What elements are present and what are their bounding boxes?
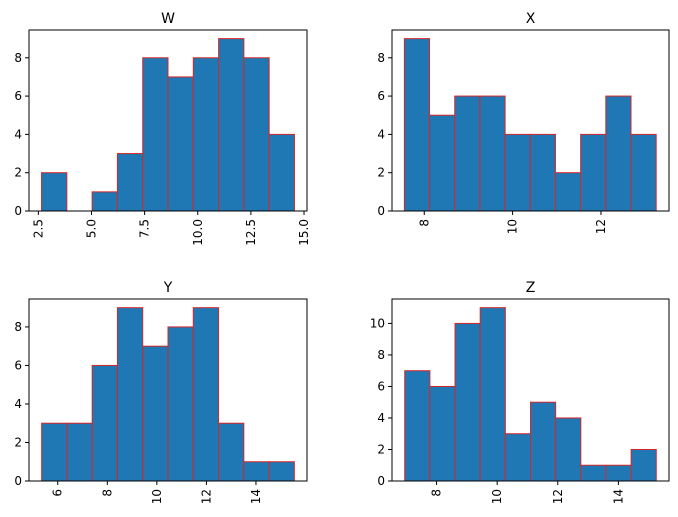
histogram-bar: [429, 114, 456, 212]
histogram-bar: [454, 322, 481, 482]
x-tick-label: 7.5: [138, 219, 152, 238]
histogram-bar: [167, 326, 194, 482]
subplot-title-w: W: [161, 11, 175, 27]
histogram-bar: [41, 172, 68, 212]
x-tick-label: 5.0: [84, 219, 98, 238]
y-tick-label: 0: [14, 474, 22, 488]
y-tick-label: 8: [377, 348, 385, 362]
histogram-bar: [605, 95, 632, 212]
histogram-bar: [429, 385, 456, 482]
x-tick-label: 10: [150, 489, 164, 504]
y-tick-label: 4: [14, 397, 22, 411]
y-tick-label: 4: [377, 127, 385, 141]
subplot-x: X 0 2 4 6 8 8 10 12: [377, 11, 670, 234]
histogram-bar: [192, 307, 220, 482]
histogram-bar: [479, 307, 506, 482]
y-tick-label: 8: [14, 51, 22, 65]
histogram-bar: [630, 448, 657, 482]
histogram-bar: [530, 401, 557, 482]
x-tick-label: 10: [506, 219, 520, 234]
x-tick-label: 8: [417, 219, 431, 227]
x-tick-label: 15.0: [297, 219, 311, 246]
histogram-bar: [529, 133, 556, 212]
histogram-bar: [580, 133, 607, 212]
y-tick-label: 6: [14, 358, 22, 372]
x-tick-label: 8: [430, 489, 444, 497]
histogram-bar: [268, 133, 295, 212]
y-tick-label: 10: [370, 316, 385, 330]
y-tick-label: 6: [377, 89, 385, 103]
axes-frame: [391, 298, 670, 482]
histogram-bar: [243, 461, 270, 482]
y-tick-label: 8: [14, 320, 22, 334]
y-tick-label: 0: [377, 204, 385, 218]
histogram-bar: [479, 95, 506, 212]
histogram-bar: [218, 38, 245, 212]
y-tick-label: 2: [377, 166, 385, 180]
y-tick-label: 2: [377, 442, 385, 456]
x-tick-label: 8: [100, 489, 114, 497]
y-tick-label: 6: [377, 379, 385, 393]
x-tick-label: 14: [611, 489, 625, 504]
histogram-bar: [605, 464, 632, 482]
axes-frame: [28, 298, 308, 482]
x-tick-label: 2.5: [31, 219, 45, 238]
subplot-w: W 0 2 4 6 8 2.5 5.0 7.5 10.0 12.5 15.0: [14, 11, 311, 246]
histogram-bar: [554, 172, 582, 212]
subplot-y: Y 0 2 4 6 8 6 8 10 12 14: [14, 280, 308, 504]
histogram-bar: [116, 307, 144, 482]
y-tick-label: 6: [14, 89, 22, 103]
x-tick-label: 10: [490, 489, 504, 504]
y-tick-label: 2: [14, 166, 22, 180]
histogram-bar: [91, 191, 118, 212]
histogram-bar: [504, 133, 531, 212]
x-tick-label: 12: [199, 489, 213, 504]
axes-frame: [391, 29, 670, 212]
histogram-bar: [555, 417, 582, 482]
histogram-bar: [404, 370, 431, 482]
histogram-bar: [243, 57, 270, 212]
axes-frame: [28, 29, 308, 212]
y-tick-label: 2: [14, 435, 22, 449]
histogram-bar: [192, 57, 220, 212]
x-tick-label: 12: [594, 219, 608, 234]
histogram-bar: [218, 422, 245, 482]
histogram-bar: [403, 38, 431, 212]
histogram-bar: [268, 461, 295, 482]
histogram-bar: [167, 76, 194, 212]
histogram-bar: [66, 422, 93, 482]
x-tick-label: 10.0: [191, 219, 205, 246]
y-tick-label: 4: [377, 411, 385, 425]
y-tick-label: 0: [377, 474, 385, 488]
subplot-title-x: X: [526, 11, 536, 27]
histogram-bar: [41, 422, 68, 482]
y-tick-label: 0: [14, 204, 22, 218]
y-tick-label: 8: [377, 51, 385, 65]
histogram-bar: [630, 133, 657, 212]
histogram-bar: [454, 95, 481, 212]
x-tick-label: 12.5: [244, 219, 258, 246]
x-tick-label: 6: [51, 489, 65, 497]
subplot-title-y: Y: [163, 280, 173, 296]
subplot-title-z: Z: [526, 280, 536, 296]
histogram-bar: [580, 464, 607, 482]
x-tick-label: 12: [551, 489, 565, 504]
histogram-bar: [91, 364, 118, 482]
histogram-bar: [142, 57, 169, 212]
histogram-bar: [142, 345, 169, 482]
subplot-z: Z 0 2 4 6 8 10 8 10 12 14: [370, 280, 670, 504]
x-tick-label: 14: [249, 489, 263, 504]
histogram-bar: [116, 153, 144, 212]
y-tick-label: 4: [14, 127, 22, 141]
histogram-bar: [504, 433, 531, 482]
